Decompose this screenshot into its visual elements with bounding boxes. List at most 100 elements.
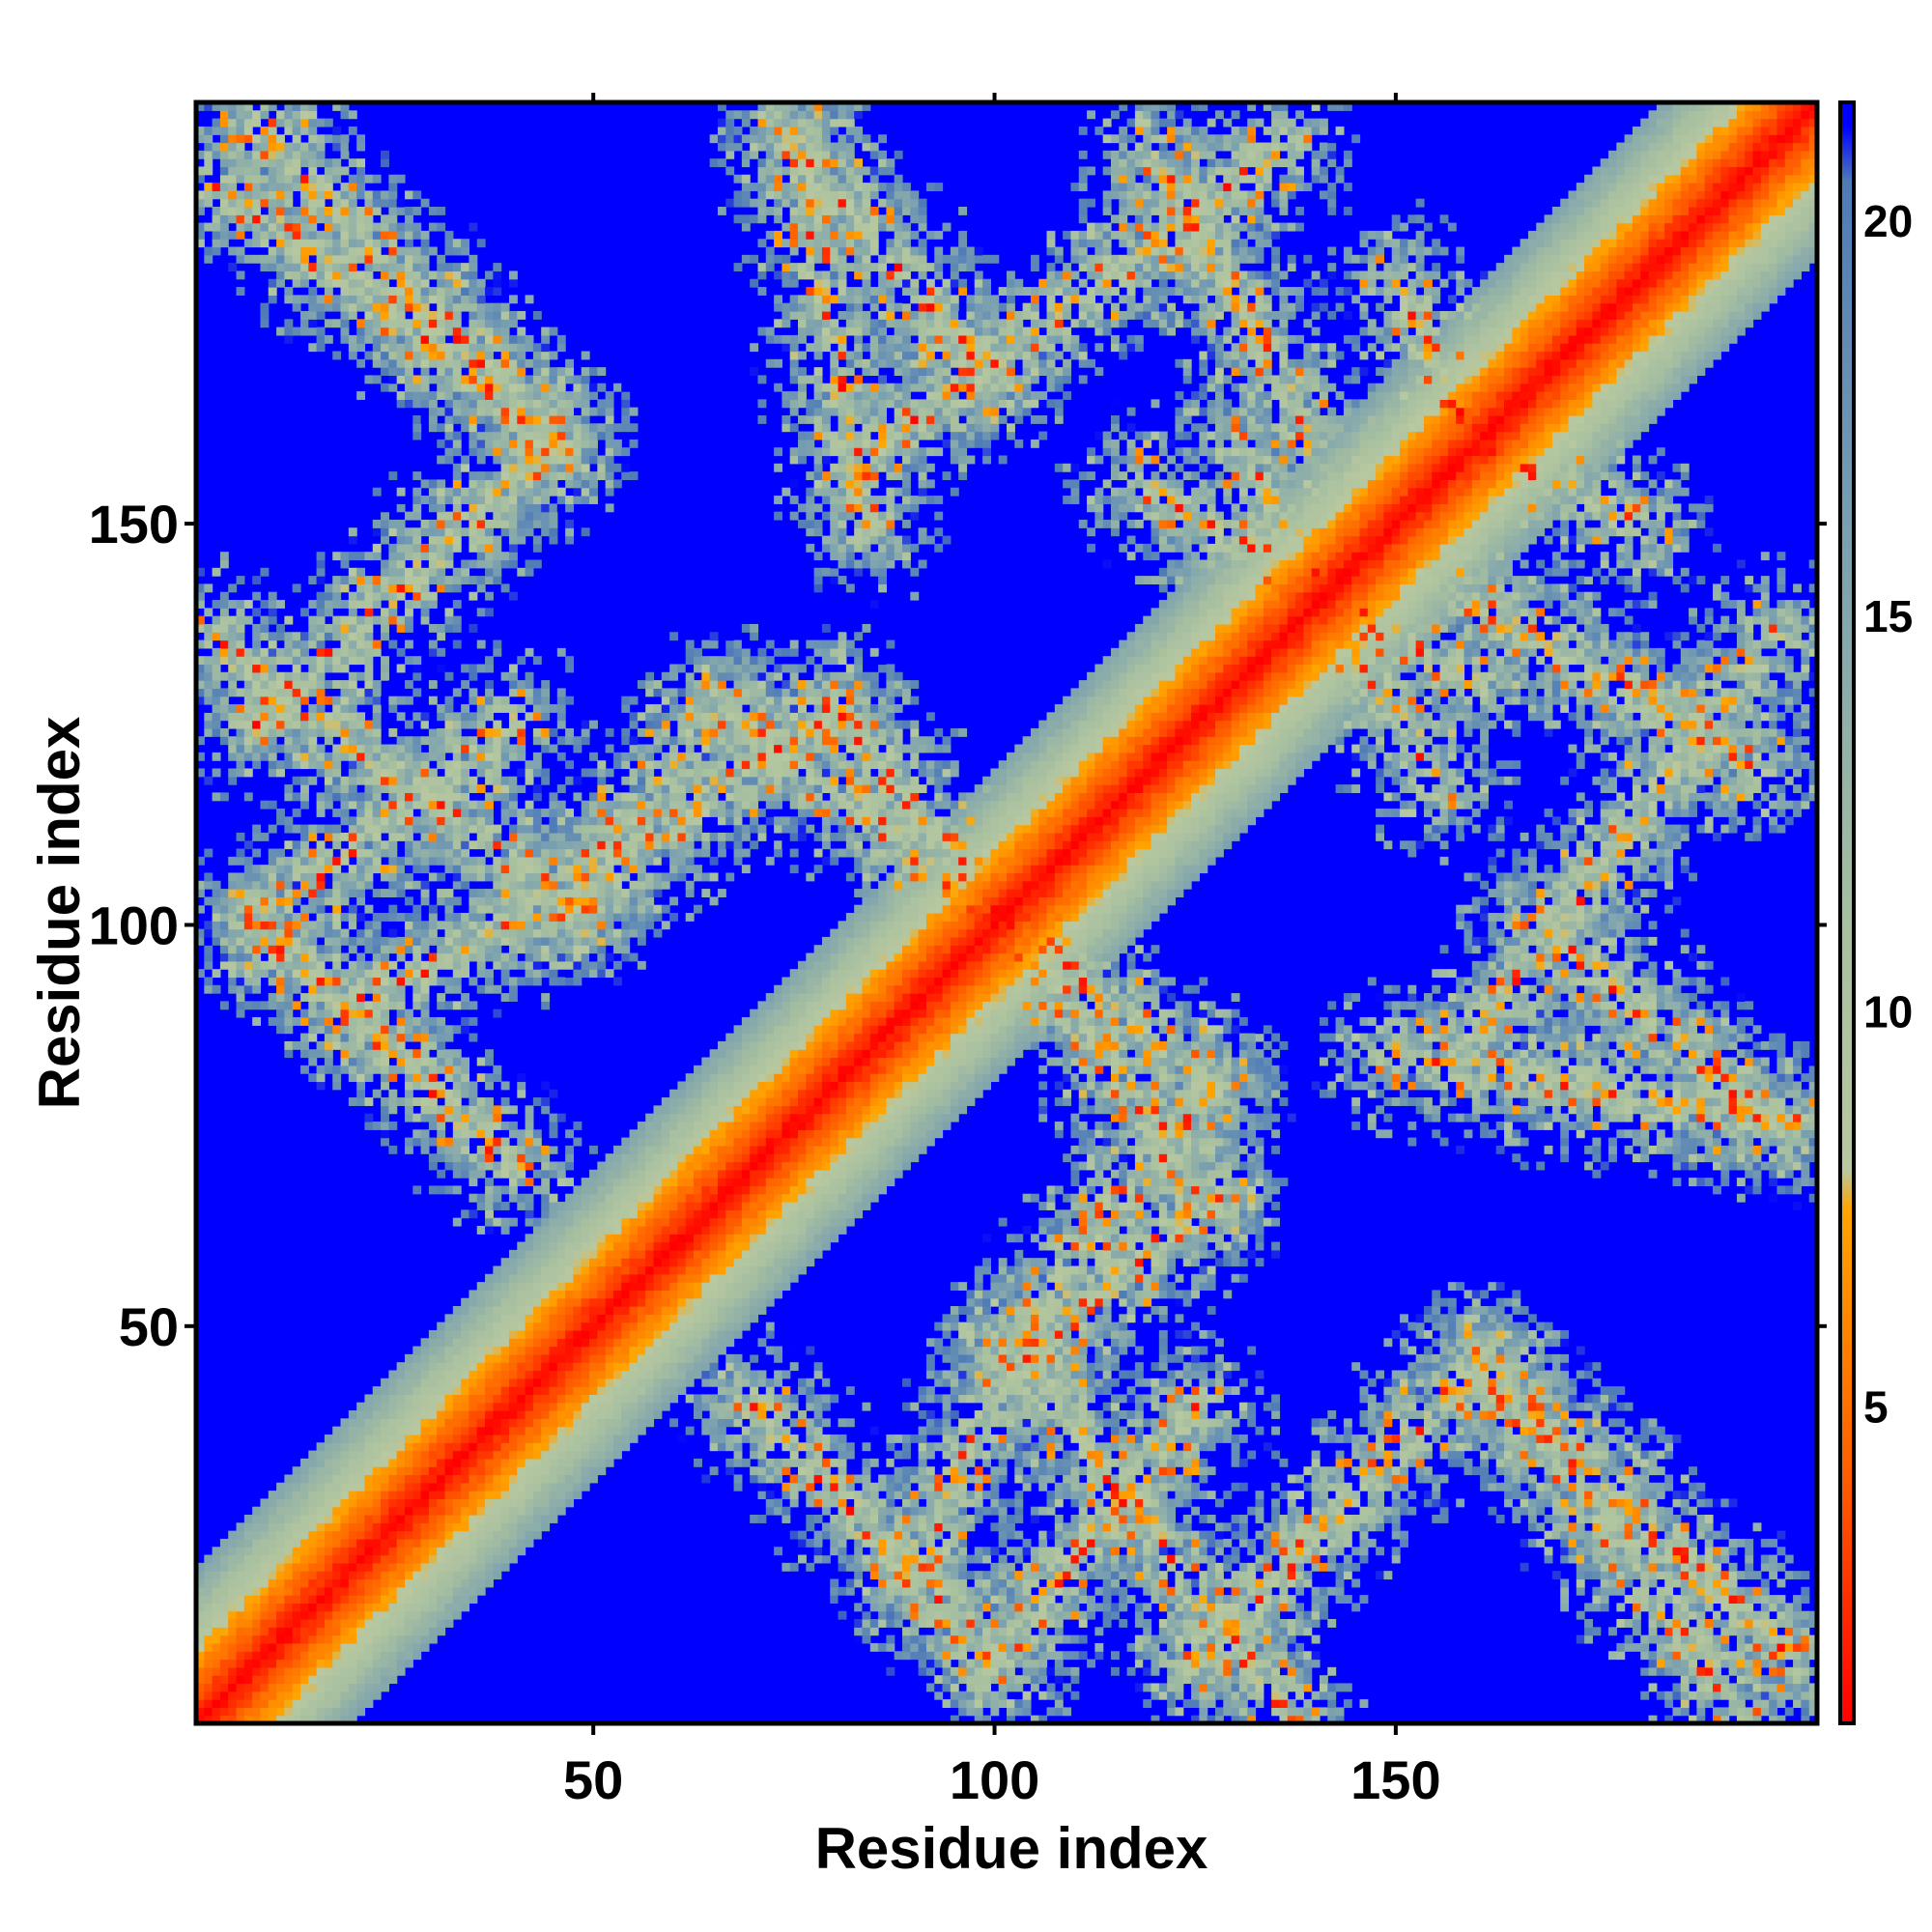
heatmap-cell xyxy=(340,552,350,561)
heatmap-cell xyxy=(260,230,270,240)
heatmap-cell xyxy=(476,439,486,448)
heatmap-cell xyxy=(549,407,558,416)
heatmap-cell xyxy=(381,343,389,353)
heatmap-cell xyxy=(556,1314,566,1323)
heatmap-cell xyxy=(196,1666,205,1676)
heatmap-cell xyxy=(332,1571,342,1580)
heatmap-cell xyxy=(381,1129,389,1139)
heatmap-cell xyxy=(517,1530,526,1540)
heatmap-cell xyxy=(485,727,494,737)
heatmap-cell xyxy=(549,1089,558,1098)
heatmap-cell xyxy=(549,1121,558,1130)
heatmap-cell xyxy=(299,278,309,288)
heatmap-cell xyxy=(276,712,285,722)
heatmap-cell xyxy=(469,439,478,448)
heatmap-cell xyxy=(381,1442,389,1452)
heatmap-cell xyxy=(340,1659,350,1668)
heatmap-cell xyxy=(308,214,318,224)
heatmap-cell xyxy=(316,800,326,810)
heatmap-cell xyxy=(364,688,374,697)
heatmap-cell xyxy=(500,1314,510,1323)
heatmap-cell xyxy=(228,712,238,722)
heatmap-cell xyxy=(541,479,551,489)
heatmap-cell xyxy=(332,977,342,986)
heatmap-cell xyxy=(332,776,342,785)
heatmap-cell xyxy=(444,552,454,561)
heatmap-cell xyxy=(340,134,350,144)
heatmap-cell xyxy=(284,792,294,802)
heatmap-cell xyxy=(340,230,350,240)
heatmap-cell xyxy=(268,1634,277,1644)
heatmap-cell xyxy=(324,1603,333,1612)
heatmap-cell xyxy=(525,1466,534,1476)
heatmap-cell xyxy=(308,664,318,673)
heatmap-cell xyxy=(412,848,422,858)
heatmap-cell xyxy=(412,952,422,962)
heatmap-cell xyxy=(243,1538,253,1548)
heatmap-cell xyxy=(388,760,398,770)
heatmap-cell xyxy=(412,671,422,681)
heatmap-cell xyxy=(243,969,253,979)
heatmap-cell xyxy=(204,680,213,690)
heatmap-cell xyxy=(316,1603,326,1612)
heatmap-cell xyxy=(276,1016,285,1026)
heatmap-cell xyxy=(388,1562,398,1572)
heatmap-cell xyxy=(292,1538,301,1548)
heatmap-cell xyxy=(381,1634,389,1644)
heatmap-cell xyxy=(532,1314,542,1323)
heatmap-cell xyxy=(476,1073,486,1083)
heatmap-cell xyxy=(260,319,270,328)
heatmap-cell xyxy=(292,1634,301,1644)
heatmap-cell xyxy=(493,1137,502,1147)
heatmap-cell xyxy=(243,1627,253,1636)
heatmap-cell xyxy=(404,543,413,553)
heatmap-cell xyxy=(452,984,462,994)
heatmap-cell xyxy=(236,206,245,215)
heatmap-cell xyxy=(428,824,438,834)
heatmap-cell xyxy=(372,832,382,841)
heatmap-cell xyxy=(420,1506,430,1516)
heatmap-cell xyxy=(485,664,494,673)
heatmap-cell xyxy=(236,1547,245,1556)
heatmap-cell xyxy=(316,183,326,191)
heatmap-cell xyxy=(372,1642,382,1652)
heatmap-cell xyxy=(420,1578,430,1588)
heatmap-cell xyxy=(532,1474,542,1484)
heatmap-cell xyxy=(372,222,382,232)
heatmap-cell xyxy=(525,776,534,785)
heatmap-cell xyxy=(469,535,478,545)
heatmap-cell xyxy=(396,552,406,561)
heatmap-cell xyxy=(508,496,518,504)
heatmap-cell xyxy=(452,928,462,938)
heatmap-cell xyxy=(437,479,446,489)
heatmap-cell xyxy=(372,174,382,184)
heatmap-cell xyxy=(396,543,406,553)
heatmap-cell xyxy=(219,239,229,248)
heatmap-cell xyxy=(412,1434,422,1443)
heatmap-cell xyxy=(469,752,478,761)
heatmap-cell xyxy=(260,1522,270,1532)
heatmap-cell xyxy=(500,1145,510,1154)
heatmap-cell xyxy=(500,1506,510,1516)
heatmap-cell xyxy=(284,1627,294,1636)
heatmap-cell xyxy=(243,936,253,946)
heatmap-cell xyxy=(556,1282,566,1292)
heatmap-cell xyxy=(428,543,438,553)
heatmap-cell xyxy=(243,1547,253,1556)
heatmap-cell xyxy=(469,1089,478,1098)
heatmap-cell xyxy=(508,1538,518,1548)
heatmap-cell xyxy=(196,230,205,240)
heatmap-cell xyxy=(500,993,510,1002)
heatmap-cell xyxy=(236,576,245,585)
heatmap-cell xyxy=(428,784,438,793)
heatmap-cell xyxy=(292,760,301,770)
heatmap-cell xyxy=(236,287,245,296)
heatmap-cell xyxy=(541,511,551,521)
heatmap-cell xyxy=(493,1378,502,1387)
heatmap-cell xyxy=(388,889,398,897)
heatmap-cell xyxy=(324,600,333,609)
heatmap-cell xyxy=(284,824,294,834)
heatmap-cell xyxy=(404,214,413,224)
heatmap-cell xyxy=(500,1306,510,1315)
heatmap-cell xyxy=(404,1530,413,1540)
